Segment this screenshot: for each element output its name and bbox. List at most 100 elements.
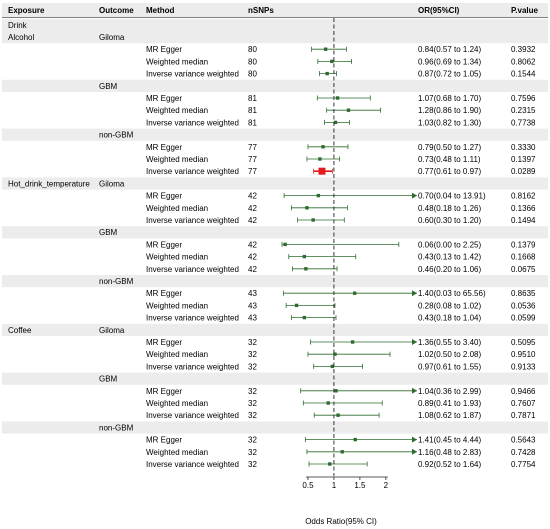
plot-area <box>281 18 417 476</box>
or-ci-cell: 1.07(0.68 to 1.70) <box>418 94 481 103</box>
x-tick-label: 1.5 <box>354 481 366 490</box>
point-estimate <box>283 242 287 247</box>
outcome-label: GBM <box>99 228 118 237</box>
or-ci-cell: 0.79(0.50 to 1.27) <box>418 143 481 152</box>
nsnps-cell: 32 <box>248 350 257 359</box>
or-ci-cell: 1.02(0.50 to 2.08) <box>418 350 481 359</box>
point-estimate <box>333 120 338 125</box>
point-estimate <box>294 303 299 308</box>
x-tick-label: 2 <box>384 481 389 490</box>
or-ci-cell: 0.70(0.04 to 13.91) <box>418 192 486 201</box>
x-tick-label: 0.5 <box>302 481 314 490</box>
or-ci-cell: 1.40(0.03 to 65.56) <box>418 289 486 298</box>
nsnps-cell: 42 <box>248 192 257 201</box>
or-ci-cell: 0.06(0.00 to 2.25) <box>418 240 481 249</box>
or-ci-cell: 0.92(0.52 to 1.64) <box>418 460 481 469</box>
or-ci-cell: 0.77(0.61 to 0.97) <box>418 167 481 176</box>
pvalue-cell: 0.7596 <box>511 94 536 103</box>
header-nsnps: nSNPs <box>248 6 274 15</box>
nsnps-cell: 32 <box>248 338 257 347</box>
method-cell: MR Egger <box>146 289 182 298</box>
point-estimate <box>302 315 307 320</box>
pvalue-cell: 0.7738 <box>511 118 536 127</box>
group-band <box>2 226 548 239</box>
method-cell: MR Egger <box>146 143 182 152</box>
row-bands <box>2 3 548 434</box>
or-ci-cell: 1.36(0.55 to 3.40) <box>418 338 481 347</box>
header-method: Method <box>146 6 175 15</box>
pvalue-cell: 0.9510 <box>511 350 536 359</box>
group-band <box>2 323 548 336</box>
or-ci-cell: 0.89(0.41 to 1.93) <box>418 399 481 408</box>
method-cell: Inverse variance weighted <box>146 167 239 176</box>
point-estimate <box>333 352 337 356</box>
point-estimate <box>318 167 326 175</box>
pvalue-cell: 0.7607 <box>511 399 536 408</box>
ci-arrow <box>412 339 417 345</box>
point-estimate <box>318 157 322 161</box>
group-band <box>2 79 548 92</box>
section-label: Drink <box>8 21 28 30</box>
nsnps-cell: 42 <box>248 253 257 262</box>
point-estimate <box>346 108 351 112</box>
pvalue-cell: 0.9466 <box>511 387 536 396</box>
or-ci-cell: 0.97(0.61 to 1.55) <box>418 362 481 371</box>
method-cell: Inverse variance weighted <box>146 460 239 469</box>
method-cell: Weighted median <box>146 448 208 457</box>
table-rows: Alcohol Giloma MR Egger 80 0.84(0.57 to 1.24… <box>8 33 536 469</box>
method-cell: Weighted median <box>146 106 208 115</box>
point-estimate <box>330 364 335 369</box>
method-cell: MR Egger <box>146 240 182 249</box>
method-cell: Weighted median <box>146 301 208 310</box>
exposure-label: Hot_drink_temperature <box>8 179 90 188</box>
group-band <box>2 421 548 434</box>
nsnps-cell: 77 <box>248 155 257 164</box>
point-estimate <box>304 267 308 271</box>
or-ci-cell: 0.84(0.57 to 1.24) <box>418 45 481 54</box>
point-estimate <box>350 340 355 344</box>
nsnps-cell: 42 <box>248 216 257 225</box>
method-cell: Weighted median <box>146 399 208 408</box>
method-cell: MR Egger <box>146 94 182 103</box>
method-cell: Inverse variance weighted <box>146 362 239 371</box>
pvalue-cell: 0.7871 <box>511 411 536 420</box>
point-estimate <box>325 71 329 76</box>
point-estimate <box>336 413 340 417</box>
method-cell: MR Egger <box>146 192 182 201</box>
pvalue-cell: 0.1379 <box>511 240 536 249</box>
pvalue-cell: 0.0289 <box>511 167 536 176</box>
or-ci-cell: 0.48(0.18 to 1.26) <box>418 204 481 213</box>
group-band <box>2 128 548 141</box>
pvalue-cell: 0.1544 <box>511 70 536 79</box>
pvalue-cell: 0.2315 <box>511 106 536 115</box>
method-cell: Weighted median <box>146 253 208 262</box>
or-ci-cell: 0.73(0.48 to 1.11) <box>418 155 481 164</box>
or-ci-cell: 0.96(0.69 to 1.34) <box>418 57 481 66</box>
pvalue-cell: 0.7428 <box>511 448 536 457</box>
pvalue-cell: 0.5643 <box>511 436 536 445</box>
ci-arrow <box>412 448 417 455</box>
or-ci-cell: 0.46(0.20 to 1.06) <box>418 265 481 274</box>
nsnps-cell: 81 <box>248 118 257 127</box>
or-ci-cell: 0.28(0.08 to 1.02) <box>418 301 481 310</box>
point-estimate <box>316 193 321 198</box>
method-cell: Inverse variance weighted <box>146 411 239 420</box>
header-outcome: Outcome <box>99 6 134 15</box>
nsnps-cell: 42 <box>248 204 257 213</box>
point-estimate <box>305 206 309 210</box>
header-row: Exposure Outcome Method nSNPs OR(95%CI) … <box>8 6 539 15</box>
outcome-label: Giloma <box>99 179 125 188</box>
point-estimate <box>335 96 340 100</box>
pvalue-cell: 0.7754 <box>511 460 536 469</box>
point-estimate <box>302 254 307 259</box>
point-estimate <box>330 59 334 64</box>
nsnps-cell: 42 <box>248 265 257 274</box>
method-cell: MR Egger <box>146 45 182 54</box>
pvalue-cell: 0.5095 <box>511 338 536 347</box>
point-estimate <box>328 462 332 466</box>
nsnps-cell: 32 <box>248 411 257 420</box>
nsnps-cell: 32 <box>248 436 257 445</box>
point-estimate <box>340 450 344 454</box>
exposure-label: Coffee <box>8 326 32 335</box>
